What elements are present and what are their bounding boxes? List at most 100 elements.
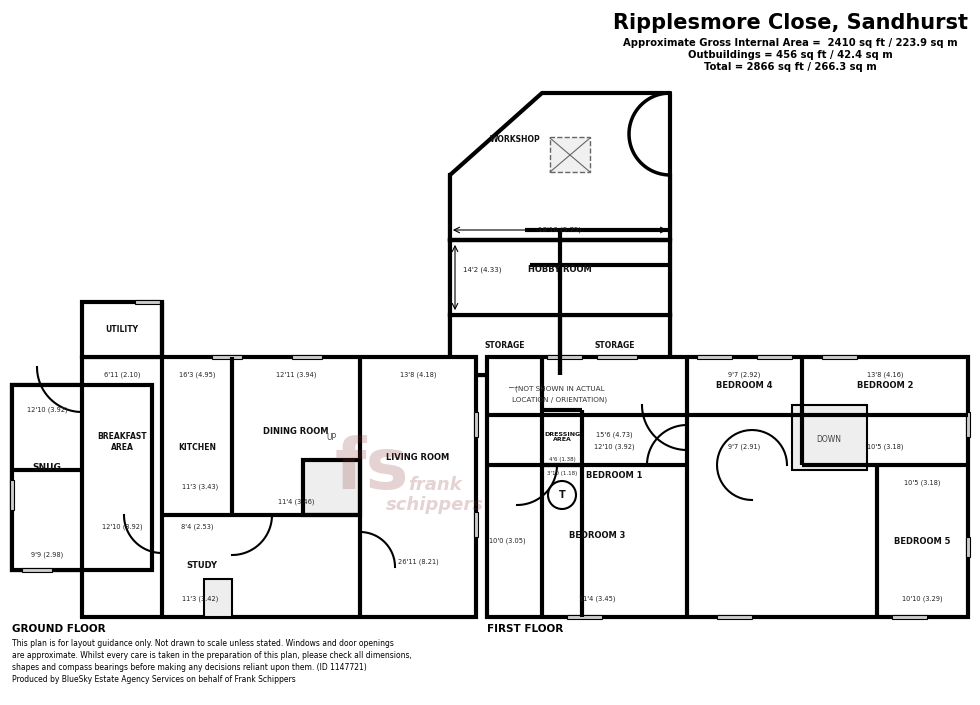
Text: 12'10 (3.92): 12'10 (3.92) (26, 407, 68, 413)
Text: 12'10 (3.92): 12'10 (3.92) (102, 524, 142, 530)
Bar (12, 385, 152, 570)
Text: WORKSHOP: WORKSHOP (490, 135, 540, 145)
Text: (NOT SHOWN IN ACTUAL: (NOT SHOWN IN ACTUAL (515, 386, 605, 392)
Circle shape (548, 481, 576, 509)
Text: 12'11 (3.94): 12'11 (3.94) (275, 372, 317, 379)
Bar (450, 315, 670, 375)
Bar (82, 357, 476, 617)
Text: BEDROOM 1: BEDROOM 1 (586, 470, 642, 479)
Text: 16'3 (4.95): 16'3 (4.95) (178, 372, 216, 379)
Bar (487, 357, 968, 617)
Text: T: T (559, 490, 565, 500)
Bar (567, 615, 602, 619)
Text: 3'10 (1.18): 3'10 (1.18) (547, 470, 577, 475)
Bar (450, 240, 670, 315)
Text: 11'4 (3.46): 11'4 (3.46) (277, 498, 315, 505)
Text: DOWN: DOWN (816, 436, 842, 444)
Text: 11'3 (3.43): 11'3 (3.43) (182, 484, 219, 490)
Text: UTILITY: UTILITY (106, 326, 138, 334)
Text: 13'8 (4.18): 13'8 (4.18) (400, 372, 436, 379)
Bar (135, 300, 160, 304)
Text: HOBBY ROOM: HOBBY ROOM (528, 266, 592, 274)
Bar (474, 512, 478, 537)
Text: This plan is for layout guidance only. Not drawn to scale unless stated. Windows: This plan is for layout guidance only. N… (12, 639, 394, 647)
Text: BEDROOM 5: BEDROOM 5 (894, 537, 951, 546)
Bar (697, 355, 732, 359)
Bar (474, 412, 478, 437)
Text: STORAGE: STORAGE (485, 341, 525, 350)
Bar (966, 412, 970, 437)
Bar (450, 175, 670, 240)
Text: 10'0 (3.05): 10'0 (3.05) (489, 538, 525, 544)
Bar (135, 300, 160, 304)
Text: FIRST FLOOR: FIRST FLOOR (487, 624, 564, 634)
Bar (966, 537, 970, 557)
Text: frank
schippers: frank schippers (386, 476, 484, 515)
Bar (10, 480, 14, 510)
Bar (822, 355, 857, 359)
Text: BREAKFAST
AREA: BREAKFAST AREA (97, 432, 147, 452)
Text: 18'10 (5.75): 18'10 (5.75) (538, 227, 581, 233)
Text: 9'7 (2.91): 9'7 (2.91) (728, 443, 760, 450)
Text: DINING ROOM: DINING ROOM (264, 427, 328, 436)
Bar (212, 355, 242, 359)
Text: 4'6 (1.38): 4'6 (1.38) (549, 458, 575, 462)
Text: SNUG: SNUG (32, 463, 62, 472)
Bar (892, 615, 927, 619)
Bar (697, 355, 732, 359)
Text: 12'10 (3.92): 12'10 (3.92) (594, 443, 634, 450)
Text: DRESSING
AREA: DRESSING AREA (544, 431, 580, 443)
Bar (22, 568, 52, 572)
Text: 15'6 (4.73): 15'6 (4.73) (596, 431, 632, 439)
Text: 9'7 (2.92): 9'7 (2.92) (728, 372, 760, 379)
Text: BEDROOM 2: BEDROOM 2 (857, 381, 913, 391)
Bar (22, 568, 52, 572)
Text: 10'5 (3.18): 10'5 (3.18) (904, 479, 940, 486)
Text: STORAGE: STORAGE (595, 341, 635, 350)
Text: Outbuildings = 456 sq ft / 42.4 sq m: Outbuildings = 456 sq ft / 42.4 sq m (688, 50, 893, 60)
Bar (757, 355, 792, 359)
Text: Total = 2866 sq ft / 266.3 sq m: Total = 2866 sq ft / 266.3 sq m (704, 62, 876, 72)
Text: UP: UP (326, 432, 336, 441)
Text: 10'5 (3.18): 10'5 (3.18) (866, 443, 904, 450)
Bar (204, 579, 232, 617)
Text: shapes and compass bearings before making any decisions reliant upon them. (ID 1: shapes and compass bearings before makin… (12, 663, 367, 671)
Bar (474, 512, 478, 537)
Bar (550, 137, 590, 172)
Polygon shape (450, 93, 670, 240)
Bar (597, 355, 637, 359)
Bar (212, 355, 242, 359)
Bar (757, 355, 792, 359)
Bar (822, 355, 857, 359)
Text: fs: fs (335, 436, 410, 505)
Text: 6'11 (2.10): 6'11 (2.10) (104, 372, 140, 379)
Bar (10, 480, 14, 510)
Bar (292, 355, 322, 359)
Text: 10'10 (3.29): 10'10 (3.29) (902, 596, 943, 602)
Text: 13'8 (4.16): 13'8 (4.16) (866, 372, 904, 379)
Bar (82, 302, 162, 357)
Bar (597, 355, 637, 359)
Text: GROUND FLOOR: GROUND FLOOR (12, 624, 106, 634)
Text: 11'4 (3.45): 11'4 (3.45) (579, 596, 615, 602)
Text: Ripplesmore Close, Sandhurst: Ripplesmore Close, Sandhurst (612, 13, 967, 33)
Bar (450, 315, 670, 375)
Text: KITCHEN: KITCHEN (178, 443, 216, 451)
Text: BEDROOM 4: BEDROOM 4 (715, 381, 772, 391)
Bar (966, 412, 970, 437)
Text: LOCATION / ORIENTATION): LOCATION / ORIENTATION) (513, 397, 608, 403)
Text: Produced by BlueSky Estate Agency Services on behalf of Frank Schippers: Produced by BlueSky Estate Agency Servic… (12, 675, 296, 684)
Text: 8'4 (2.53): 8'4 (2.53) (180, 524, 214, 530)
Text: are approximate. Whilst every care is taken in the preparation of this plan, ple: are approximate. Whilst every care is ta… (12, 651, 412, 659)
Bar (567, 615, 602, 619)
Text: BEDROOM 1: BEDROOM 1 (510, 386, 518, 388)
Bar (303, 460, 360, 515)
Text: BEDROOM 3: BEDROOM 3 (568, 532, 625, 541)
Text: 9'9 (2.98): 9'9 (2.98) (31, 552, 63, 558)
Bar (547, 355, 582, 359)
Bar (717, 615, 752, 619)
Text: Approximate Gross Internal Area =  2410 sq ft / 223.9 sq m: Approximate Gross Internal Area = 2410 s… (622, 38, 957, 48)
Text: 26'11 (8.21): 26'11 (8.21) (398, 559, 438, 565)
Bar (717, 615, 752, 619)
Text: LIVING ROOM: LIVING ROOM (386, 453, 450, 462)
